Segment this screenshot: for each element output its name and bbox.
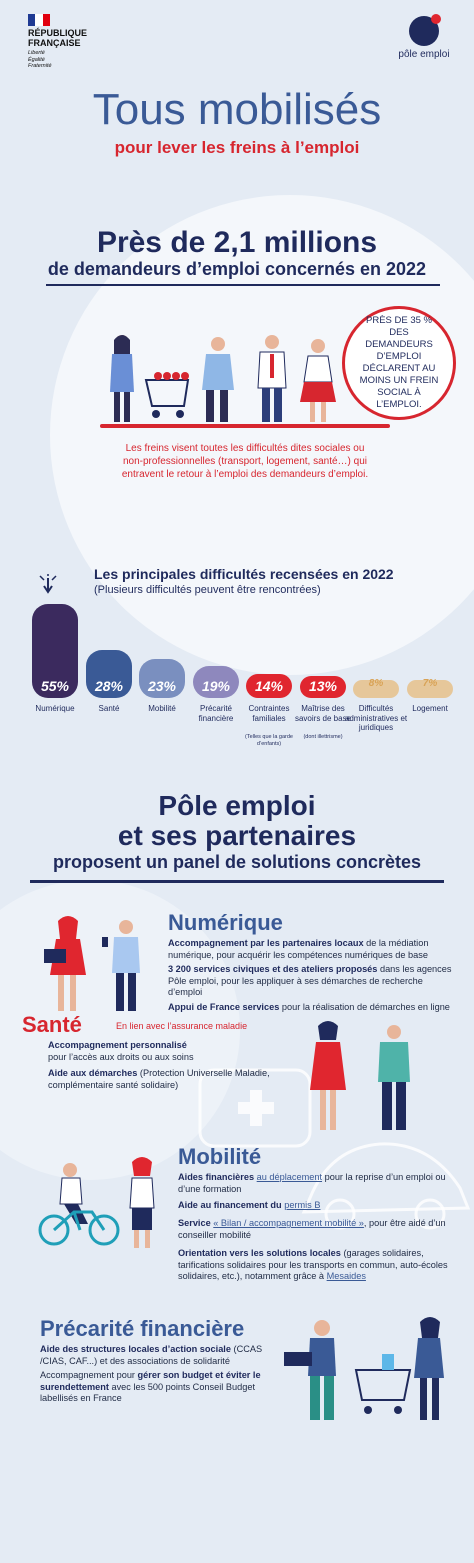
mobilite-link-mesaides[interactable]: Mesaides <box>326 1271 366 1281</box>
red-ground-line <box>100 424 390 428</box>
french-flag-icon <box>28 14 50 26</box>
chart-title: Les principales difficultés recensées en… <box>94 566 394 582</box>
mobilite-paragraph-4: Orientation vers les solutions locales (… <box>178 1248 448 1281</box>
numerique-illustration <box>44 916 140 1011</box>
difficulties-bar-chart: 55% Numérique 28% Santé 23% Mobilité 19% Précar… <box>0 0 474 760</box>
sante-paragraph-1: Accompagnement personnalisé pour l’accès … <box>48 1040 194 1062</box>
numerique-paragraph-1: Accompagnement par les partenaires locau… <box>168 938 429 960</box>
shopping-cart-icon <box>144 372 190 418</box>
pole-emploi-brand: pôle emploi <box>398 49 450 60</box>
patient-woman-figure-icon <box>310 1021 346 1130</box>
republique-francaise-logo: RÉPUBLIQUE FRANÇAISE Liberté Égalité Frater… <box>28 14 108 70</box>
sante-note: En lien avec l’assurance maladie <box>116 1021 248 1031</box>
section3-title-line2: et ses partenaires <box>117 820 357 851</box>
chart-bar-value: 13% <box>308 678 338 694</box>
man-phone-figure-icon <box>102 920 140 1011</box>
chart-category-label: Mobilité <box>148 704 176 713</box>
section3-title-line1: Pôle emploi <box>158 790 316 821</box>
republic-name: RÉPUBLIQUE FRANÇAISE <box>28 28 88 48</box>
chart-bar <box>32 604 78 698</box>
chart-bar-value: 55% <box>40 678 70 694</box>
chart-bar-value: 14% <box>254 678 284 694</box>
statistic-badge: PRÈS DE 35 % DES DEMANDEURS D’EMPLOI DÉC… <box>342 306 456 420</box>
mobilite-paragraph-1: Aides financières au déplacement pour la… <box>178 1172 446 1194</box>
man-figure-icon <box>202 337 234 422</box>
woman-laptop-figure-icon <box>44 916 86 1011</box>
mobilite-link-bilan[interactable]: « Bilan / accompagnement mobilité » <box>213 1218 364 1228</box>
mobilite-illustration <box>38 1157 155 1248</box>
pole-emploi-logo-icon <box>409 14 441 46</box>
numerique-paragraph-3: Appui de France services pour la réalisa… <box>168 1002 450 1012</box>
section1-description: Les freins visent toutes les difficultés… <box>121 443 369 480</box>
chart-category-note: (dont illettrisme) <box>303 734 343 740</box>
section3-divider <box>30 880 444 883</box>
shoppers-illustration <box>110 335 336 422</box>
chart-bar <box>193 666 239 698</box>
chart-category-label: Numérique <box>35 704 75 713</box>
health-cross-background-icon <box>198 1068 312 1148</box>
car-background-icon <box>301 1142 471 1230</box>
chart-bar-value: 7% <box>422 678 438 689</box>
precarite-paragraph-2: Accompagnement pour gérer son budget et … <box>40 1370 261 1403</box>
chart-subtitle: (Plusieurs difficultés peuvent être renc… <box>94 584 321 596</box>
chart-bar-value: 19% <box>201 678 231 694</box>
cyclist-figure-icon <box>38 1163 120 1246</box>
chart-category-label: Logement <box>412 704 448 713</box>
chart-category-label: Maîtrise des savoirs de base <box>294 704 352 723</box>
woman-bag-figure-icon <box>129 1157 155 1248</box>
doctor-figure-icon <box>378 1025 410 1130</box>
section1-subtitle: de demandeurs d’emploi concernés en 2022 <box>47 259 427 279</box>
section1-title: Près de 2,1 millions <box>96 226 378 259</box>
chart-bar-value: 23% <box>147 678 177 694</box>
mobilite-paragraph-3: Service « Bilan / accompagnement mobilit… <box>178 1218 446 1240</box>
cursor-hand-icon <box>39 574 57 594</box>
precarite-illustration <box>284 1317 444 1420</box>
numerique-title: Numérique <box>168 910 283 935</box>
man-laptop-figure-icon <box>284 1320 336 1420</box>
chart-bar <box>353 680 399 698</box>
chart-category-label: Contraintes familiales <box>248 704 290 723</box>
chart-bar <box>86 650 132 698</box>
chart-bar <box>246 674 292 698</box>
chart-category-note: (Telles que la garde d’enfants) <box>244 734 293 747</box>
chart-category-label: Difficultés administratives et juridique… <box>344 704 408 732</box>
precarite-paragraph-1: Aide des structures locales d’action soc… <box>40 1344 263 1366</box>
sante-title: Santé <box>22 1012 82 1037</box>
mobilite-link-permis[interactable]: permis B <box>284 1200 321 1210</box>
chart-category-label: Précarité financière <box>198 704 234 723</box>
woman-cart-figure-icon <box>354 1317 444 1420</box>
chart-bar-value: 28% <box>94 678 124 694</box>
republic-motto: Liberté Égalité Fraternité <box>28 50 52 69</box>
precarite-title: Précarité financière <box>40 1316 245 1341</box>
mobilite-paragraph-2: Aide au financement du permis B <box>178 1200 321 1210</box>
numerique-paragraph-2: 3 200 services civiques et des ateliers … <box>168 964 452 997</box>
sante-illustration <box>310 1021 410 1130</box>
chart-bar-value: 8% <box>368 678 384 689</box>
chart-category-label: Santé <box>98 704 120 713</box>
main-subtitle: pour lever les freins à l’emploi <box>114 138 360 157</box>
mobilite-link-deplacement[interactable]: au déplacement <box>256 1172 323 1182</box>
mobilite-title: Mobilité <box>178 1144 262 1169</box>
woman-phone-figure-icon <box>300 339 336 422</box>
businessman-figure-icon <box>257 335 287 422</box>
pole-emploi-logo: pôle emploi <box>392 14 456 60</box>
main-title: Tous mobilisés <box>92 85 382 134</box>
chart-bar <box>300 676 346 698</box>
background-circle <box>50 195 474 675</box>
sante-paragraph-2: Aide aux démarches (Protection Universel… <box>48 1068 270 1090</box>
section1-divider <box>46 284 440 286</box>
chart-bar <box>407 680 453 698</box>
woman-figure-icon <box>110 335 134 422</box>
chart-bar <box>139 659 185 698</box>
section3-subtitle: proposent un panel de solutions concrète… <box>52 852 422 872</box>
